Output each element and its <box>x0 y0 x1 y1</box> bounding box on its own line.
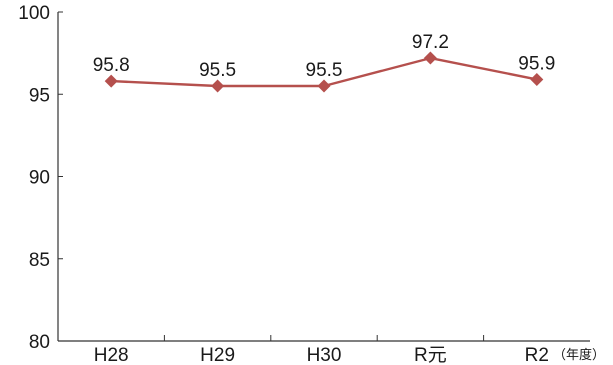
data-point-marker <box>104 74 118 88</box>
data-label: 95.5 <box>199 60 236 81</box>
data-label-group: 95.8 95.5 95.5 97.2 95.9 <box>93 32 556 81</box>
x-tick-label: H28 <box>94 345 129 365</box>
x-tick-label: R2 <box>525 345 549 365</box>
x-tick-label: H29 <box>200 345 235 365</box>
x-tick-label: H30 <box>307 345 342 365</box>
data-label: 97.2 <box>412 32 449 53</box>
y-tick-label: 100 <box>18 3 50 24</box>
data-label: 95.9 <box>518 53 555 74</box>
data-label: 95.8 <box>93 55 130 76</box>
x-unit-label: （年度） <box>553 347 605 363</box>
x-tick-group: H28 H29 H30 R元 R2 <box>94 335 549 365</box>
y-tick-group: 80 85 90 95 100 <box>18 3 63 353</box>
data-point-marker <box>423 51 437 65</box>
y-tick-label: 80 <box>29 332 50 353</box>
marker-group <box>104 51 544 93</box>
y-tick-label: 95 <box>29 85 50 106</box>
y-tick-label: 90 <box>29 168 50 189</box>
data-point-marker <box>211 79 225 93</box>
y-tick-label: 85 <box>29 250 50 271</box>
data-point-marker <box>317 79 331 93</box>
data-label: 95.5 <box>306 60 343 81</box>
x-tick-label: R元 <box>414 345 447 365</box>
data-point-marker <box>530 72 544 86</box>
